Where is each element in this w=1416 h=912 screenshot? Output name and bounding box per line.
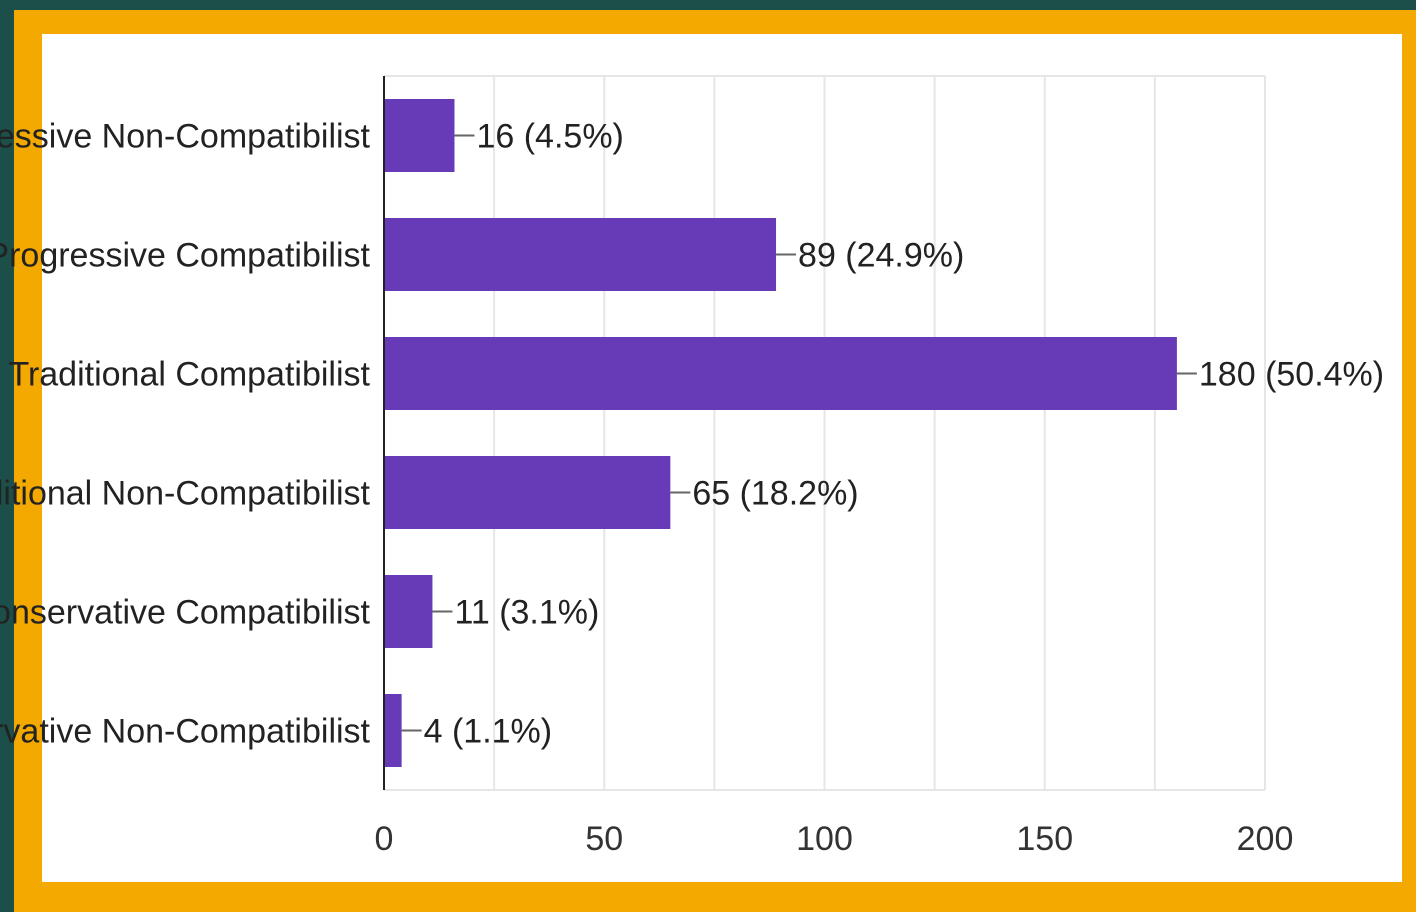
category-labels: Progressive Non-Compatibilist Progressive… (0, 118, 371, 751)
bar (384, 694, 402, 767)
x-tick-label: 50 (585, 820, 623, 858)
category-label: Conservative Compatibilist (0, 594, 371, 632)
data-labels: 16 (4.5%) 89 (24.9%) 180 (50.4%) 65 (18.2%)… (424, 118, 1385, 751)
category-label: Progressive Non-Compatibilist (0, 118, 371, 156)
category-label: Traditional Compatibilist (8, 356, 370, 394)
data-label: 11 (3.1%) (454, 594, 599, 632)
bars (384, 99, 1177, 767)
x-tick-label: 100 (796, 820, 853, 858)
data-label: 4 (1.1%) (424, 713, 553, 751)
x-tick-label: 150 (1016, 820, 1073, 858)
bar (384, 456, 671, 529)
leader-lines (401, 134, 1197, 732)
x-tick-label: 200 (1237, 820, 1294, 858)
chart-panel (42, 34, 1402, 882)
bar (384, 218, 777, 291)
data-label: 180 (50.4%) (1199, 356, 1384, 394)
bar (384, 99, 455, 172)
category-label: Traditional Non-Compatibilist (0, 475, 371, 513)
bar (384, 337, 1177, 410)
x-tick-label: 0 (375, 820, 394, 858)
category-label: Progressive Compatibilist (0, 237, 371, 275)
data-label: 65 (18.2%) (692, 475, 858, 513)
data-label: 89 (24.9%) (798, 237, 964, 275)
gridlines (383, 75, 1266, 791)
category-label: Conservative Non-Compatibilist (0, 713, 371, 751)
data-label: 16 (4.5%) (476, 118, 623, 156)
x-tick-labels: 0 50 100 150 200 (375, 820, 1294, 858)
bar (384, 575, 433, 648)
